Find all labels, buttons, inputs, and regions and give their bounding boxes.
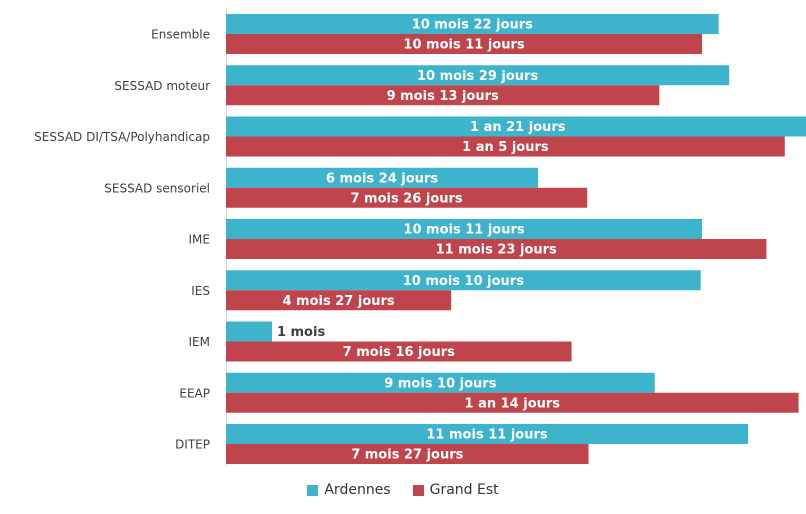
chart-legend: Ardennes Grand Est xyxy=(0,478,806,502)
bar-grand-est xyxy=(226,290,452,311)
bar-ardennes xyxy=(226,424,749,444)
bar-ardennes xyxy=(226,116,806,137)
data-label: 10 mois 10 jours xyxy=(403,274,524,289)
category-label: IEM xyxy=(189,335,210,349)
bar-chart: Ensemble 10 mois 22 jours 10 mois 11 jours… xyxy=(34,10,806,466)
category-label: SESSAD DI/TSA/Polyhandicap xyxy=(34,130,210,144)
bar-grand-est xyxy=(226,187,588,208)
data-label: 1 an 21 jours xyxy=(470,120,566,135)
bar-grand-est xyxy=(226,444,589,464)
bar-ardennes xyxy=(226,219,703,239)
bar-grand-est xyxy=(226,341,572,362)
data-label: 7 mois 27 jours xyxy=(351,448,463,463)
bar-ardennes xyxy=(226,372,655,393)
category-label: SESSAD moteur xyxy=(114,79,210,93)
bar-grand-est xyxy=(226,239,767,259)
data-label: 7 mois 16 jours xyxy=(343,345,455,360)
category-label: IES xyxy=(191,284,210,298)
bar-grand-est xyxy=(226,34,703,54)
bar-grand-est xyxy=(226,85,660,106)
bar-grand-est xyxy=(226,136,785,157)
bar-ardennes xyxy=(226,65,730,86)
legend-swatch-grand-est xyxy=(412,484,424,496)
data-label: 9 mois 10 jours xyxy=(384,376,496,391)
category-label: SESSAD sensoriel xyxy=(104,181,210,195)
bar-ardennes xyxy=(226,321,272,342)
data-label: 9 mois 13 jours xyxy=(387,89,499,104)
category-label: EEAP xyxy=(179,386,210,400)
data-label: 1 an 14 jours xyxy=(465,396,561,411)
legend-item-grand-est: Grand Est xyxy=(412,482,499,498)
bar-ardennes xyxy=(226,167,539,188)
data-label: 4 mois 27 jours xyxy=(282,294,394,309)
legend-item-ardennes: Ardennes xyxy=(307,482,391,498)
data-label: 1 an 5 jours xyxy=(462,140,549,155)
category-label: IME xyxy=(189,233,210,247)
data-label: 11 mois 23 jours xyxy=(436,243,557,258)
category-label: DITEP xyxy=(175,438,210,452)
data-label: 7 mois 26 jours xyxy=(350,191,462,206)
data-label: 10 mois 11 jours xyxy=(403,38,524,53)
legend-label-grand-est: Grand Est xyxy=(429,482,499,498)
category-label: Ensemble xyxy=(151,28,210,42)
data-label: 10 mois 29 jours xyxy=(417,69,538,84)
data-label: 1 mois xyxy=(277,325,326,340)
legend-swatch-ardennes xyxy=(307,484,319,496)
data-label: 11 mois 11 jours xyxy=(426,428,547,443)
bar-ardennes xyxy=(226,270,701,291)
data-label: 6 mois 24 jours xyxy=(326,171,438,186)
data-label: 10 mois 22 jours xyxy=(412,18,533,33)
legend-label-ardennes: Ardennes xyxy=(324,482,391,498)
bar-ardennes xyxy=(226,14,719,34)
data-label: 10 mois 11 jours xyxy=(403,223,524,238)
bar-grand-est xyxy=(226,392,799,413)
